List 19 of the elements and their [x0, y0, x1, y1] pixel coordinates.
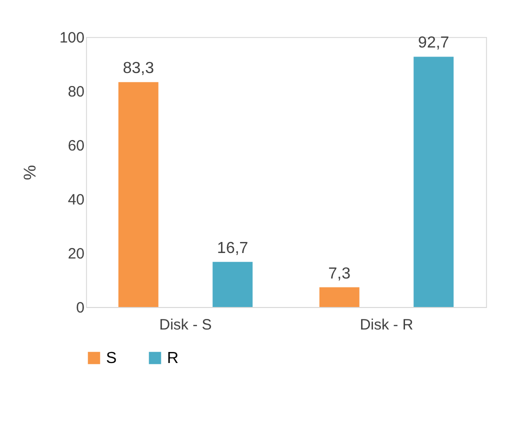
- legend-label: R: [167, 350, 179, 367]
- y-axis-title: %: [20, 164, 40, 180]
- bar: [212, 262, 253, 307]
- bar: [118, 82, 158, 307]
- x-tick-label: Disk - S: [159, 316, 212, 334]
- y-tick-label: 20: [68, 246, 84, 262]
- data-label: 16,7: [217, 240, 248, 257]
- y-tick-label: 100: [59, 30, 84, 46]
- y-tick-label: 40: [68, 192, 84, 208]
- x-tick-label: Disk - R: [360, 316, 414, 334]
- y-tick-label: 80: [68, 84, 84, 100]
- data-label: 92,7: [418, 34, 450, 52]
- y-tick-label: 0: [76, 300, 84, 316]
- bar: [414, 56, 454, 307]
- legend-label: S: [106, 350, 117, 367]
- data-label: 7,3: [328, 265, 351, 282]
- data-label: 83,3: [122, 60, 154, 78]
- bar: [319, 287, 360, 307]
- y-tick-label: 60: [68, 138, 84, 154]
